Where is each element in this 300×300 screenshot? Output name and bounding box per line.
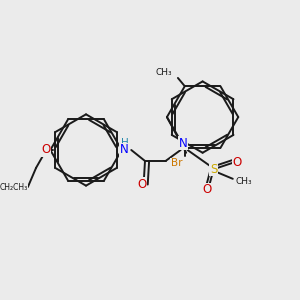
Text: CH₂CH₃: CH₂CH₃ xyxy=(0,182,28,191)
Text: N: N xyxy=(179,136,188,150)
Text: N: N xyxy=(120,143,129,157)
Text: O: O xyxy=(138,178,147,191)
Text: O: O xyxy=(232,156,242,169)
Text: S: S xyxy=(210,163,217,176)
Text: CH₃: CH₃ xyxy=(236,177,252,186)
Text: Br: Br xyxy=(171,158,182,168)
Text: CH₃: CH₃ xyxy=(156,68,172,77)
Text: H: H xyxy=(121,138,128,148)
Text: O: O xyxy=(42,143,51,157)
Text: O: O xyxy=(202,183,211,196)
